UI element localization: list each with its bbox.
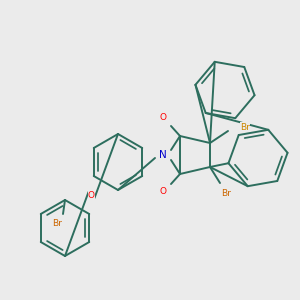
Text: Br: Br (221, 188, 231, 197)
Text: Br: Br (240, 122, 250, 131)
Text: N: N (159, 150, 167, 160)
Text: O: O (160, 188, 167, 196)
Text: O: O (88, 190, 95, 200)
Text: O: O (160, 113, 167, 122)
Text: Br: Br (52, 220, 62, 229)
